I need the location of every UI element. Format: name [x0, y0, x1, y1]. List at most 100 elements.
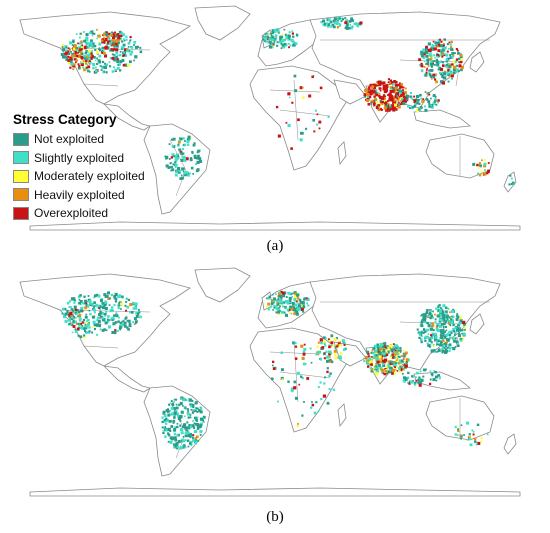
stress-cell [129, 39, 131, 42]
stress-cell [135, 307, 138, 310]
stress-cell [392, 346, 395, 349]
stress-cell [452, 308, 455, 311]
stress-cell [435, 103, 438, 106]
stress-cell [448, 349, 451, 352]
stress-cell [87, 295, 90, 297]
stress-cell [299, 138, 303, 142]
stress-cell [443, 43, 445, 45]
stress-cell [418, 102, 421, 105]
stress-cell [119, 53, 122, 57]
stress-cell [395, 108, 398, 111]
stress-cell [423, 316, 427, 320]
stress-cell [71, 44, 74, 46]
stress-cell [281, 378, 284, 381]
stress-cell [193, 429, 197, 433]
stress-cell [456, 313, 459, 315]
stress-cell [472, 162, 476, 166]
stress-cell [397, 101, 400, 104]
stress-cell [175, 406, 179, 410]
stress-cell [186, 408, 189, 411]
stress-cell [442, 316, 445, 319]
stress-cell [118, 326, 122, 330]
stress-cell [411, 106, 414, 109]
stress-cell [391, 104, 394, 107]
stress-cell [458, 70, 460, 73]
stress-cell [111, 31, 114, 34]
stress-cell [77, 311, 81, 314]
stress-cell [290, 307, 294, 311]
stress-cell [385, 353, 389, 356]
stress-cell [443, 46, 447, 50]
stress-cell [438, 71, 442, 74]
stress-cell [448, 65, 452, 69]
stress-cell [181, 425, 184, 428]
stress-cell [437, 343, 440, 346]
stress-cell [84, 62, 88, 65]
stress-cell [93, 294, 97, 298]
stress-cell [380, 366, 383, 369]
stress-cell [61, 307, 65, 311]
stress-cell [62, 55, 66, 58]
stress-cell [396, 89, 399, 91]
stress-cell [109, 65, 112, 68]
stress-cell [431, 316, 434, 319]
stress-cell [452, 329, 455, 333]
stress-cell [97, 59, 101, 63]
stress-cell [116, 60, 120, 64]
stress-cell [121, 40, 124, 43]
stress-cell [301, 86, 304, 89]
stress-cell [368, 355, 370, 358]
stress-cell [422, 48, 426, 52]
stress-cell [186, 140, 190, 143]
stress-cell [275, 105, 279, 109]
stress-cell [273, 304, 276, 307]
stress-cell [178, 148, 182, 152]
stress-cell [187, 410, 189, 413]
stress-cell [421, 99, 425, 103]
stress-cell [184, 431, 188, 435]
stress-cell [162, 431, 165, 435]
stress-cell [414, 383, 417, 386]
stress-cell [478, 166, 481, 169]
stress-cell [118, 63, 121, 66]
stress-cell [413, 99, 417, 102]
stress-cell [100, 69, 103, 71]
stress-cell [335, 20, 339, 24]
stress-cell [192, 405, 195, 408]
caption-b: (b) [266, 509, 284, 525]
stress-cell [448, 63, 451, 67]
stress-cell [74, 328, 77, 331]
stress-cell [460, 68, 463, 72]
stress-cell [171, 168, 175, 172]
stress-cell [112, 32, 116, 36]
stress-cell [370, 357, 373, 360]
stress-cell [271, 364, 274, 367]
stress-cell [184, 426, 188, 430]
stress-cell [123, 63, 127, 67]
stress-cell [167, 413, 171, 417]
stress-cell [63, 313, 66, 317]
stress-cell [478, 162, 481, 165]
stress-cell [114, 329, 117, 332]
stress-cell [438, 318, 442, 322]
stress-cell [199, 434, 202, 436]
stress-cell [427, 316, 429, 318]
stress-cell [67, 62, 70, 65]
stress-cell [460, 437, 462, 440]
stress-cell [418, 333, 421, 336]
stress-cell [458, 61, 461, 64]
stress-cell [194, 401, 198, 405]
stress-cell [385, 88, 389, 91]
stress-cell [393, 353, 397, 357]
map-legend: Stress Category Not exploited Slightly e… [13, 112, 183, 223]
stress-cell [90, 57, 93, 60]
legend-swatch [13, 132, 29, 146]
stress-cell [93, 301, 96, 305]
stress-cell [273, 28, 277, 32]
stress-cell [364, 355, 368, 359]
stress-cell [183, 155, 186, 158]
stress-cell [83, 46, 87, 50]
stress-cell [355, 22, 359, 26]
stress-cell [68, 306, 71, 308]
stress-cell [436, 314, 440, 318]
